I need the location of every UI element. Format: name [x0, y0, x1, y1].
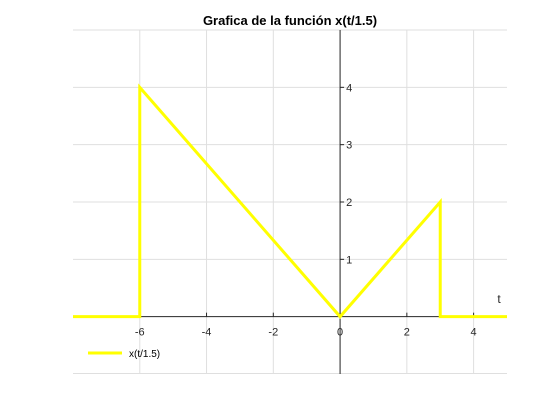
y-tick-label: 3 [346, 140, 352, 152]
x-tick-label: -4 [202, 327, 212, 339]
x-tick-label: 4 [471, 327, 477, 339]
chart-title: Grafica de la función x(t/1.5) [203, 13, 377, 28]
x-tick-label: -2 [268, 327, 278, 339]
legend-label: x(t/1.5) [129, 349, 160, 360]
x-tick-label: 2 [404, 327, 410, 339]
y-tick-label: 2 [346, 197, 352, 209]
y-tick-label: 4 [346, 82, 352, 94]
x-tick-label: -6 [135, 327, 145, 339]
x-tick-label: 0 [337, 327, 343, 339]
y-tick-label: 1 [346, 254, 352, 266]
